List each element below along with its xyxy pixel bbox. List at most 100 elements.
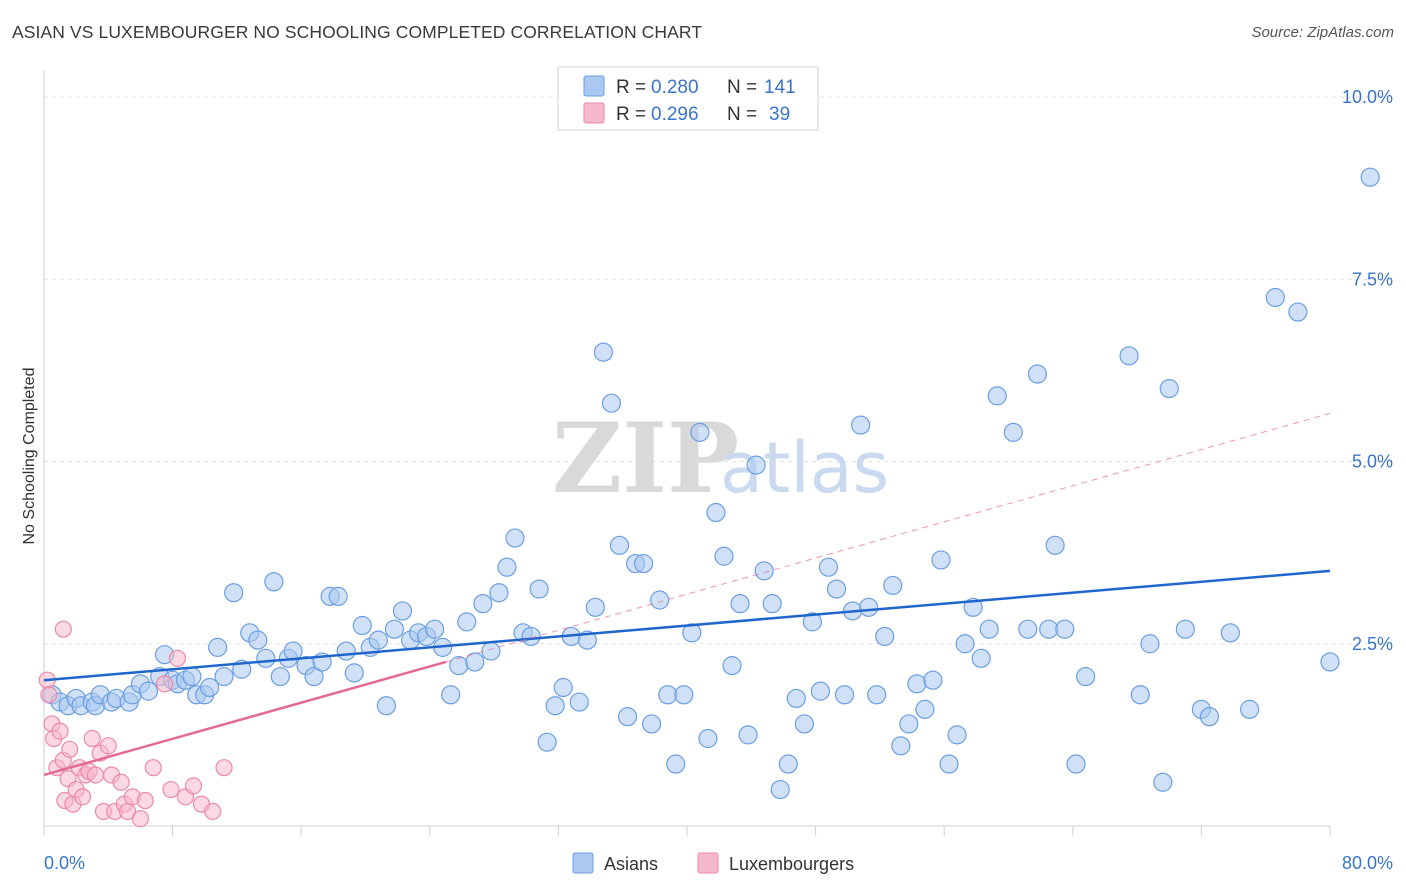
data-point — [51, 722, 69, 740]
data-point — [706, 502, 726, 523]
legend-r-label-asians: R = — [616, 77, 646, 98]
bottom-legend-swatch-asians — [572, 852, 594, 874]
data-point — [83, 729, 101, 748]
y-tick-labels: 2.5% 5.0% 7.5% 10.0% — [1342, 87, 1393, 654]
data-point — [73, 788, 92, 806]
data-point — [215, 759, 233, 777]
y-tick-label: 2.5% — [1352, 634, 1393, 654]
data-point — [971, 648, 991, 668]
data-point — [1076, 666, 1096, 687]
data-point — [987, 386, 1007, 406]
data-point — [214, 666, 234, 687]
y-tick-label: 7.5% — [1352, 269, 1393, 289]
series-luxembourgers-points — [38, 620, 233, 828]
data-point — [1153, 772, 1173, 792]
data-point — [304, 666, 324, 687]
data-point — [891, 736, 911, 756]
data-point — [1240, 699, 1260, 719]
data-point — [168, 649, 187, 667]
data-point — [907, 674, 927, 694]
data-point — [1055, 619, 1075, 639]
data-point — [86, 766, 105, 784]
data-point — [834, 685, 855, 705]
legend-swatch-luxembourgers — [583, 102, 605, 124]
data-point — [497, 557, 517, 577]
data-point — [131, 810, 150, 828]
data-point — [939, 754, 959, 774]
x-tick-marks — [43, 826, 1331, 836]
data-point — [264, 572, 284, 592]
data-point — [931, 550, 951, 570]
data-point — [979, 619, 999, 639]
data-point — [658, 685, 678, 705]
data-point — [802, 612, 822, 632]
bottom-legend-label-luxembourgers: Luxembourgers — [729, 854, 854, 874]
data-point — [256, 648, 276, 668]
data-point — [384, 619, 405, 639]
data-point — [99, 737, 117, 755]
data-point — [545, 696, 565, 716]
data-point — [650, 590, 670, 610]
data-point — [859, 597, 879, 617]
data-point — [162, 780, 180, 799]
x-tick-label-max: 80.0% — [1342, 853, 1393, 873]
data-point — [818, 557, 839, 577]
trend-line-asians — [43, 569, 1331, 682]
data-point — [138, 681, 159, 701]
data-point — [714, 546, 734, 566]
data-point — [521, 626, 541, 647]
data-point — [155, 675, 174, 693]
data-point — [1199, 707, 1220, 727]
data-point — [593, 342, 614, 362]
data-point — [698, 728, 718, 749]
data-point — [40, 686, 58, 704]
data-point — [923, 670, 943, 690]
data-point — [457, 612, 477, 632]
data-point — [344, 663, 364, 683]
data-point — [336, 641, 356, 661]
data-point — [248, 630, 268, 650]
data-point — [204, 802, 222, 821]
data-point — [1360, 167, 1380, 187]
data-point — [746, 455, 766, 475]
data-point — [1003, 422, 1023, 442]
data-point — [899, 714, 919, 734]
data-point — [270, 666, 290, 687]
data-point — [1320, 652, 1340, 672]
data-point — [441, 685, 461, 705]
data-point — [875, 626, 895, 647]
data-point — [786, 688, 806, 709]
legend-r-value-asians: 0.280 — [651, 77, 699, 98]
data-point — [674, 685, 694, 705]
data-point — [112, 773, 130, 791]
data-point — [182, 666, 202, 687]
data-point — [352, 615, 372, 636]
legend-n-value-asians: 141 — [764, 77, 796, 98]
data-point — [754, 561, 774, 581]
data-point — [642, 714, 662, 734]
data-point — [633, 553, 654, 574]
watermark-zip: ZIP — [552, 402, 739, 515]
legend-n-value-luxembourgers: 39 — [769, 104, 790, 125]
data-point — [915, 699, 935, 719]
data-point — [730, 594, 750, 614]
data-point — [666, 754, 686, 774]
stats-legend: R = 0.280 N = 141 R = 0.296 N = 39 — [557, 66, 819, 131]
data-point — [826, 579, 847, 599]
data-point — [794, 714, 814, 734]
data-point — [1018, 619, 1038, 639]
data-point — [867, 685, 887, 705]
data-point — [1119, 346, 1139, 366]
data-point — [1140, 634, 1160, 654]
data-point — [537, 732, 557, 752]
legend-r-value-luxembourgers: 0.296 — [651, 104, 699, 125]
data-point — [762, 594, 782, 614]
data-point — [1159, 379, 1179, 399]
data-point — [682, 623, 702, 643]
data-point — [883, 575, 903, 596]
data-point — [481, 641, 501, 661]
data-point — [1027, 364, 1048, 384]
data-point — [368, 630, 388, 650]
data-point — [690, 422, 710, 442]
data-point — [465, 652, 485, 672]
